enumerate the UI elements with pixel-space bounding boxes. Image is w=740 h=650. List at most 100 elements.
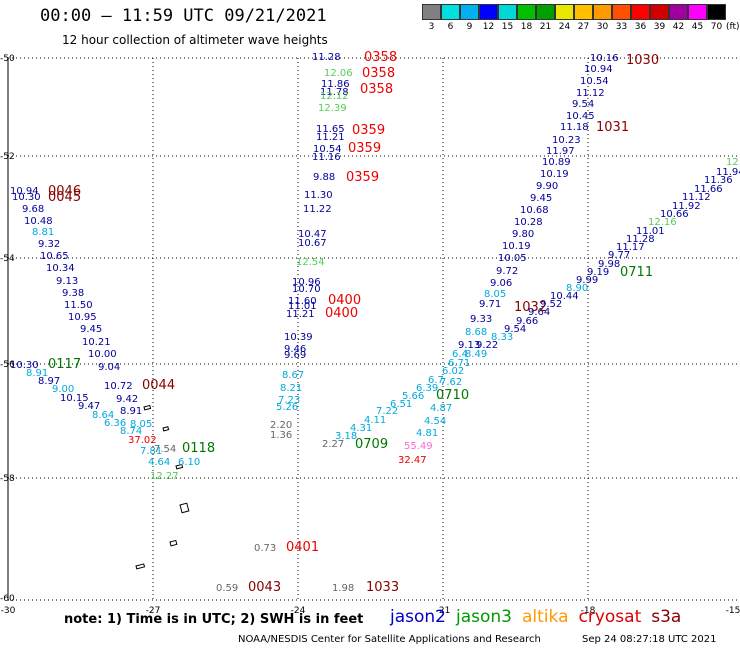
scale-label: 6 — [447, 22, 454, 32]
wave-height-value: 8.91 — [26, 368, 48, 379]
wave-height-value: 11.50 — [64, 300, 93, 311]
footer-timestamp: Sep 24 08:27:18 UTC 2021 — [582, 634, 717, 645]
wave-height-value: 12.39 — [318, 103, 347, 114]
island-outline — [135, 563, 146, 570]
map-subtitle: 12 hour collection of altimeter wave hei… — [62, 33, 328, 47]
pass-time-label: 0043 — [248, 580, 281, 595]
wave-height-value: 10.89 — [542, 157, 571, 168]
wave-height-value: 11.21 — [316, 132, 345, 143]
scale-swatch — [517, 4, 536, 20]
pass-time-label: 0118 — [182, 441, 215, 456]
pass-time-label: 0044 — [142, 378, 175, 393]
wave-height-value: 8.67 — [282, 370, 304, 381]
wave-height-value: 0.59 — [216, 583, 238, 594]
scale-label: 33 — [615, 22, 628, 32]
pass-time-label: 0359 — [348, 141, 381, 156]
scale-label: 3 — [428, 22, 435, 32]
wave-height-value: 9.54 — [504, 324, 526, 335]
wave-height-value: 10.94 — [10, 186, 39, 197]
wave-height-value: 9.46 — [284, 344, 306, 355]
wave-height-value: 11.01 — [288, 301, 317, 312]
wave-height-value: 9.64 — [528, 307, 550, 318]
wave-height-value: 4.31 — [350, 423, 372, 434]
wave-height-value: 11.78 — [320, 87, 349, 98]
lat-tick-label: -52 — [0, 152, 15, 162]
lon-tick-label: -24 — [291, 606, 306, 616]
scale-label: 70 — [710, 22, 723, 32]
pass-time-label: 1032 — [514, 300, 547, 315]
scale-swatch — [650, 4, 669, 20]
wave-height-value: 8.74 — [120, 426, 142, 437]
wave-height-value: 10.30 — [12, 192, 41, 203]
scale-label: 45 — [691, 22, 704, 32]
wave-height-value: 10.19 — [502, 241, 531, 252]
wave-height-value: 11.12 — [576, 88, 605, 99]
pass-time-label: 0709 — [355, 437, 388, 452]
wave-height-value: 11.36 — [704, 175, 733, 186]
wave-height-value: 6.4 — [452, 349, 468, 360]
scale-label: 30 — [596, 22, 609, 32]
wave-height-value: 10.30 — [10, 360, 39, 371]
island-outline — [162, 426, 170, 432]
wave-height-value: 7.23 — [278, 395, 300, 406]
pass-time-label: 0117 — [48, 357, 81, 372]
lat-tick-label: -60 — [0, 594, 15, 604]
scale-swatch — [707, 4, 726, 20]
wave-height-value: 7.54 — [154, 444, 176, 455]
scale-label: 39 — [653, 22, 666, 32]
wave-height-value: 10.54 — [313, 144, 342, 155]
scale-label: 9 — [466, 22, 473, 32]
wave-height-value: 6.36 — [104, 418, 126, 429]
wave-height-value: 9.72 — [496, 266, 518, 277]
wave-height-value: 9.45 — [80, 324, 102, 335]
wave-height-value: 11.16 — [312, 152, 341, 163]
wave-height-value: 4.87 — [430, 403, 452, 414]
wave-height-value: 11.86 — [321, 79, 350, 90]
wave-height-value: 9.06 — [490, 278, 512, 289]
wave-height-value: 10.23 — [552, 135, 581, 146]
wave-height-value: 10.34 — [46, 263, 75, 274]
lon-tick-label: -15 — [726, 606, 740, 616]
wave-height-value: 9.90 — [536, 181, 558, 192]
wave-height-value: 10.21 — [82, 337, 111, 348]
wave-height-value: 1.98 — [332, 583, 354, 594]
pass-time-label: 1031 — [596, 120, 629, 135]
wave-height-value: 11.28 — [626, 234, 655, 245]
wave-height-value: 6.7 — [428, 375, 444, 386]
wave-height-value: 10.48 — [24, 216, 53, 227]
wave-height-value: 9.66 — [516, 316, 538, 327]
scale-swatch — [422, 4, 441, 20]
wave-height-value: 11.22 — [303, 204, 332, 215]
wave-height-value: 11.66 — [694, 184, 723, 195]
scale-label: 24 — [558, 22, 571, 32]
wave-height-value: 8.81 — [32, 227, 54, 238]
wave-height-value: 9.19 — [587, 267, 609, 278]
wave-height-value: 1.36 — [270, 430, 292, 441]
footer-note: note: 1) Time is in UTC; 2) SWH is in fe… — [64, 612, 364, 627]
scale-swatch — [479, 4, 498, 20]
lon-tick-label: -30 — [1, 606, 16, 616]
wave-height-value: 7.81 — [140, 446, 162, 457]
pass-time-label: 0400 — [325, 306, 358, 321]
wave-height-value: 4.64 — [148, 457, 170, 468]
wave-height-value: 0.73 — [254, 543, 276, 554]
lon-tick-label: -27 — [146, 606, 161, 616]
legend-entry-cryosat: cryosat — [578, 607, 642, 627]
wave-height-value: 9.38 — [62, 288, 84, 299]
scale-label: 18 — [520, 22, 533, 32]
lat-tick-label: -54 — [0, 254, 15, 264]
scale-swatch — [555, 4, 574, 20]
scale-label: 27 — [577, 22, 590, 32]
wave-height-value: 11.30 — [304, 190, 333, 201]
scale-label: 36 — [634, 22, 647, 32]
lat-tick-label: -56 — [0, 360, 15, 370]
pass-time-label: 0046 — [48, 184, 81, 199]
wave-height-value: 10.05 — [498, 253, 527, 264]
wave-height-value: 32.47 — [398, 455, 427, 466]
wave-height-value: 11.17 — [616, 242, 645, 253]
pass-time-label: 0358 — [364, 50, 397, 65]
scale-swatch — [688, 4, 707, 20]
scale-swatch — [574, 4, 593, 20]
wave-height-value: 10.65 — [40, 251, 69, 262]
wave-height-value: 8.21 — [280, 383, 302, 394]
